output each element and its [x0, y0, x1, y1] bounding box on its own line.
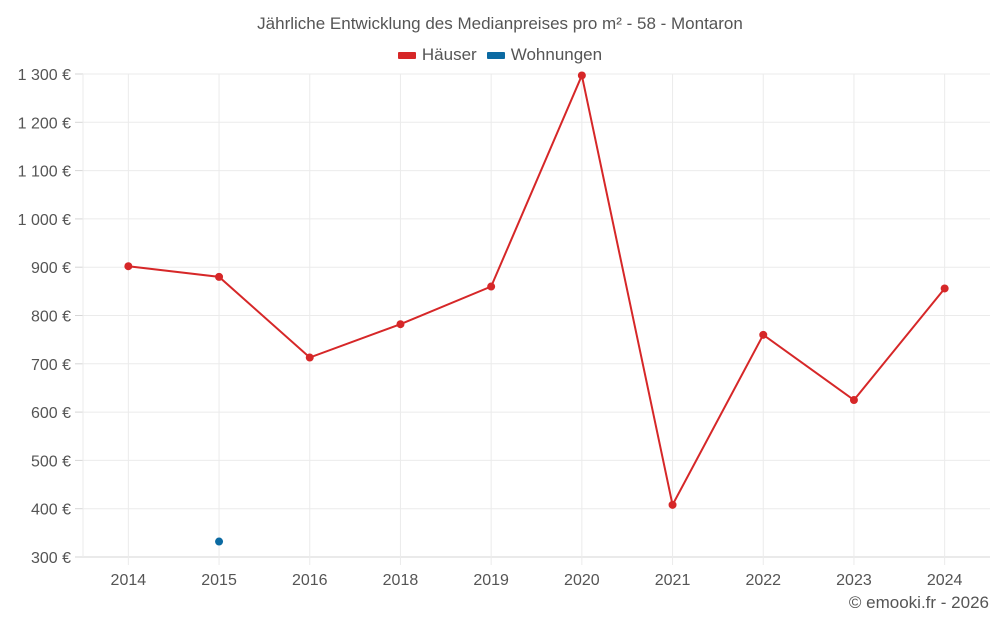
- y-tick-label: 500 €: [31, 453, 71, 470]
- legend-label-haeuser: Häuser: [421, 45, 477, 64]
- credit-text: © emooki.fr - 2026: [848, 593, 989, 612]
- x-tick-label: 2019: [473, 572, 509, 589]
- legend-item-wohnungen[interactable]: Wohnungen: [486, 45, 603, 65]
- x-tick-label: 2021: [655, 572, 691, 589]
- legend-swatch-wohnungen: [486, 51, 505, 59]
- y-tick-label: 400 €: [31, 502, 71, 519]
- x-tick-label: 2015: [201, 572, 237, 589]
- series-line: [128, 72, 946, 508]
- data-point[interactable]: [487, 282, 496, 291]
- data-point[interactable]: [305, 353, 314, 362]
- x-tick-label: 2022: [745, 572, 781, 589]
- x-tick-label: 2020: [564, 572, 600, 589]
- data-point[interactable]: [668, 500, 677, 509]
- legend-swatch-haeuser: [397, 51, 416, 59]
- chart-legend: Häuser Wohnungen: [0, 45, 1000, 65]
- y-tick-label: 600 €: [31, 405, 71, 422]
- y-tick-label: 700 €: [31, 357, 71, 374]
- data-point[interactable]: [849, 396, 858, 405]
- x-tick-label: 2014: [111, 572, 147, 589]
- data-point[interactable]: [396, 320, 405, 329]
- x-tick-label: 2024: [927, 572, 963, 589]
- legend-label-wohnungen: Wohnungen: [510, 45, 603, 64]
- y-tick-label: 800 €: [31, 309, 71, 326]
- data-point[interactable]: [215, 537, 224, 546]
- data-point[interactable]: [940, 284, 949, 293]
- y-tick-label: 900 €: [31, 260, 71, 277]
- y-tick-label: 300 €: [31, 550, 71, 567]
- data-point[interactable]: [124, 262, 133, 271]
- data-point[interactable]: [215, 272, 224, 281]
- chart-title: Jährliche Entwicklung des Medianpreises …: [257, 14, 743, 33]
- y-tick-label: 1 000 €: [18, 212, 71, 229]
- x-tick-label: 2016: [292, 572, 328, 589]
- legend-item-haeuser[interactable]: Häuser: [397, 45, 477, 65]
- y-tick-label: 1 200 €: [18, 115, 71, 132]
- x-tick-label: 2018: [383, 572, 419, 589]
- x-tick-label: 2023: [836, 572, 872, 589]
- data-point[interactable]: [577, 71, 586, 80]
- y-tick-label: 1 100 €: [18, 164, 71, 181]
- y-tick-label: 1 300 €: [18, 67, 71, 84]
- data-point[interactable]: [759, 330, 768, 339]
